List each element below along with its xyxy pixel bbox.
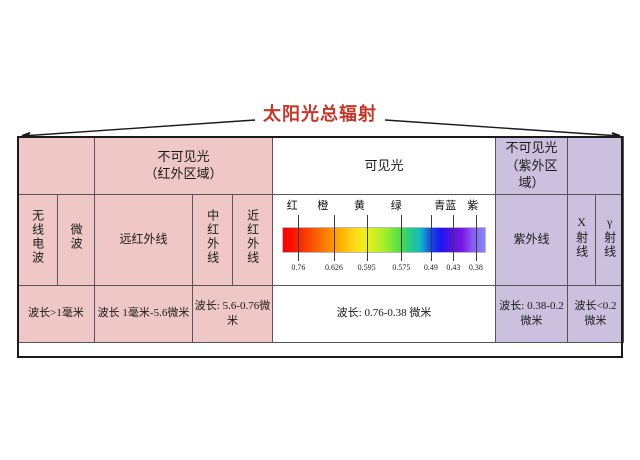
spectrum-tick-mark (334, 214, 336, 261)
spectrum-tick-mark (430, 214, 432, 261)
cell-wave-radio: 波长>1毫米 (17, 284, 95, 343)
cell-wave-xray-gamma: 波长<0.2 微米 (567, 284, 625, 343)
spectrum-table: 不可见光 （红外区域） 可见光 不可见光 （紫外区域） 无线电波 微波 远红外线 (17, 136, 625, 343)
uv-region-line1: 不可见光 (505, 140, 558, 155)
spectrum-tick-mark (453, 214, 455, 261)
table-row-wavelengths: 波长>1毫米 波长 1毫米-5.6微米 波长: 5.6-0.76微米 波长: 0… (17, 284, 625, 343)
spectrum-tick-mark (298, 214, 300, 261)
cell-wave-visible: 波长: 0.76-0.38 微米 (272, 284, 497, 343)
spectrum-tick-value: 0.626 (325, 262, 344, 272)
band-label-xray: X射线 (574, 215, 589, 260)
spectrum-color-label: 黄 (354, 199, 366, 212)
band-label-radio: 无线电波 (30, 209, 45, 266)
spectrum-color-label: 青蓝 (434, 199, 457, 212)
spectrum-tick-value: 0.38 (468, 262, 483, 272)
infrared-region-line1: 不可见光 (157, 148, 210, 164)
spectrum-wrap: 红 橙 黄 绿 青蓝紫 0.76 0.626 0.595 0.575 0.49 0.43 0.38 (274, 197, 494, 283)
spectrum-tick-mark (366, 214, 368, 261)
cell-band-microwave: 微波 (57, 193, 95, 286)
band-label-gamma: γ射线 (602, 215, 617, 260)
cell-band-near-infrared: 近红外线 (231, 193, 274, 286)
infrared-region-line2: （红外区域） (144, 166, 223, 182)
cell-wave-far-infrared: 波长 1毫米-5.6微米 (94, 284, 193, 343)
band-label-near-infrared: 近红外线 (245, 209, 260, 266)
spectrum-tick-value: 0.76 (291, 262, 306, 272)
cell-band-xray: X射线 (567, 193, 597, 286)
cell-region-infrared: 不可见光 （红外区域） (93, 136, 274, 195)
cell-region-blank-left (17, 136, 95, 195)
band-label-ultraviolet: 紫外线 (513, 232, 550, 247)
spectrum-tick-value: 0.575 (392, 262, 411, 272)
cell-band-mid-infrared: 中红外线 (192, 193, 233, 286)
cell-band-gamma: γ射线 (595, 193, 625, 286)
cell-region-blank-right (567, 136, 625, 195)
cell-wave-mid-near-infrared: 波长: 5.6-0.76微米 (191, 284, 274, 343)
table-row-band-names: 无线电波 微波 远红外线 中红外线 近红外线 红橙黄绿青蓝紫 0. (17, 193, 625, 286)
spectrum-graphic: 红 橙 黄 绿 青蓝紫 0.76 0.626 0.595 0.575 0.49 0.43 0.38 (274, 197, 494, 283)
spectrum-tick-value: 0.595 (357, 262, 376, 272)
uv-region-line2: （紫外区域） (505, 157, 558, 191)
band-label-microwave: 微波 (69, 223, 84, 252)
title-bracket-icon (21, 119, 621, 138)
cell-wave-ultraviolet: 波长: 0.38-0.2 微米 (495, 284, 569, 343)
spectrum-tick-values: 0.76 0.626 0.595 0.575 0.49 0.43 0.38 (274, 263, 494, 277)
cell-band-radio: 无线电波 (17, 193, 58, 286)
cell-visible-spectrum: 红 橙 黄 绿 青蓝紫 0.76 0.626 0.595 0.575 0.49 0.43 0.38 (272, 193, 497, 286)
cell-band-far-infrared: 远红外线 (94, 193, 193, 286)
spectrum-color-label: 绿 (390, 199, 402, 212)
table-row-regions: 不可见光 （红外区域） 可见光 不可见光 （紫外区域） (17, 136, 625, 195)
title-block: 太阳光总辐射 (0, 100, 640, 138)
band-label-mid-infrared: 中红外线 (205, 209, 220, 266)
cell-band-ultraviolet: 紫外线 (495, 193, 569, 286)
spectrum-tick-value: 0.43 (446, 262, 461, 272)
page-title: 太阳光总辐射 (263, 104, 377, 124)
spectrum-tick-mark (475, 214, 477, 261)
cell-region-ultraviolet: 不可见光 （紫外区域） (495, 136, 569, 195)
spectrum-gradient-bar (282, 226, 487, 253)
band-label-far-infrared: 远红外线 (119, 232, 168, 247)
spectrum-color-label: 红 (286, 199, 298, 212)
visible-region-label: 可见光 (364, 157, 404, 173)
spectrum-color-label: 紫 (467, 199, 479, 212)
cell-region-visible: 可见光 (272, 136, 497, 195)
spectrum-tick-mark (401, 214, 403, 261)
spectrum-color-label: 橙 (317, 199, 329, 212)
spectrum-color-labels: 红 橙 黄 绿 青蓝紫 (274, 199, 494, 215)
spectrum-tick-value: 0.49 (423, 262, 438, 272)
